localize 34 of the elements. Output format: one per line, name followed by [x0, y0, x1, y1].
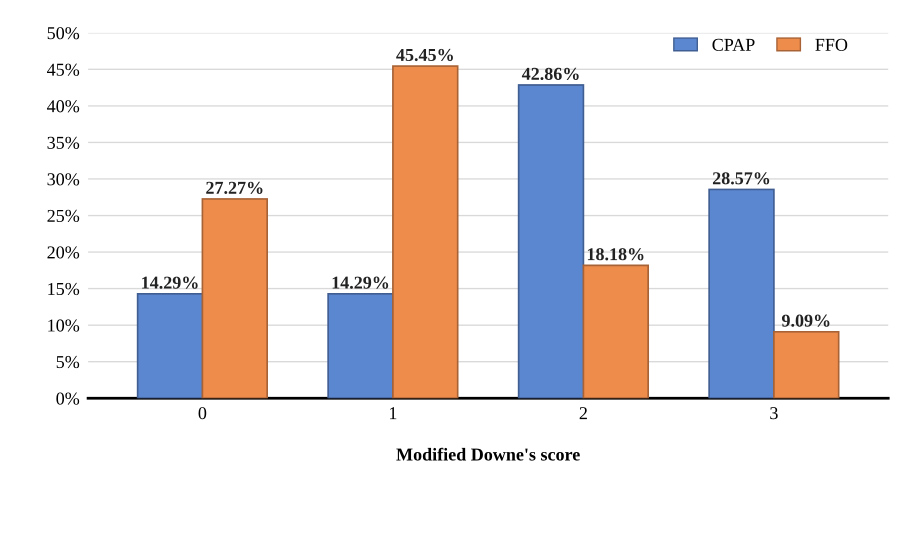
- x-tick-label: 1: [390, 407, 396, 420]
- data-label: 14.29%: [142, 276, 198, 289]
- data-label: 27.27%: [206, 182, 262, 194]
- bar: [327, 292, 394, 398]
- x-tick-label: 3: [770, 407, 778, 420]
- y-tick-label: 45%: [47, 64, 80, 76]
- bar: [136, 292, 204, 398]
- y-tick-label: 35%: [48, 136, 80, 149]
- y-tick-label: 20%: [47, 246, 80, 259]
- legend-label: CPAP: [712, 38, 755, 51]
- data-label: 28.57%: [712, 172, 770, 184]
- x-tick-label: 0: [198, 407, 206, 420]
- y-tick-label: 5%: [56, 356, 80, 368]
- y-tick-label: 0%: [56, 392, 80, 405]
- data-label: 18.18%: [588, 248, 644, 260]
- legend-label: FFO: [815, 38, 848, 51]
- bar: [582, 264, 650, 398]
- x-axis-title: Modified Downe's score: [396, 448, 580, 461]
- y-tick-label: 30%: [48, 173, 80, 186]
- y-tick-label: 10%: [48, 319, 80, 332]
- data-label: 42.86%: [522, 68, 579, 80]
- data-label: 45.45%: [396, 48, 453, 62]
- x-tick-label: 2: [580, 407, 587, 420]
- y-tick-label: 25%: [47, 210, 80, 222]
- bar: [773, 330, 840, 398]
- data-label: 14.29%: [332, 276, 388, 289]
- bar: [518, 84, 584, 398]
- y-tick-label: 50%: [48, 27, 80, 40]
- data-label: 9.09%: [782, 314, 830, 327]
- y-tick-label: 15%: [48, 282, 80, 296]
- bar: [202, 198, 268, 398]
- bar: [392, 65, 459, 398]
- y-tick-label: 40%: [47, 100, 80, 112]
- bar: [708, 188, 775, 398]
